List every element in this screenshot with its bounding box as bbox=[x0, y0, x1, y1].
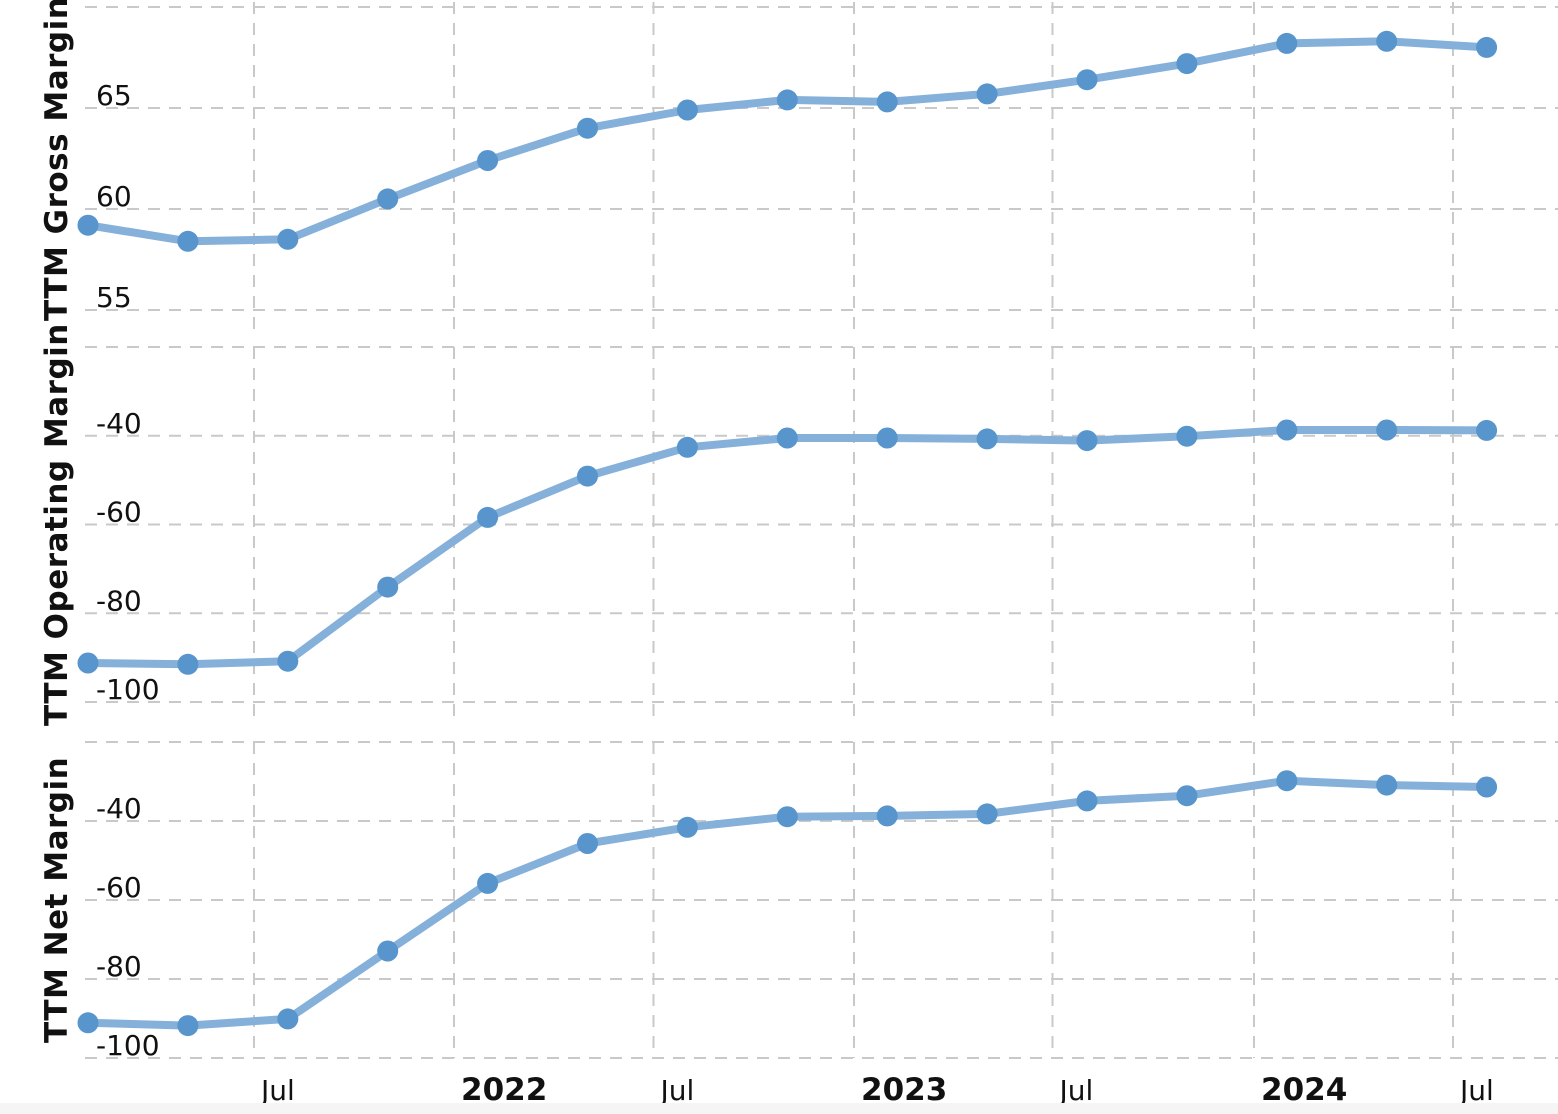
data-point bbox=[577, 117, 598, 139]
x-tick-label: Jul bbox=[259, 1074, 295, 1107]
data-point bbox=[77, 1012, 99, 1034]
x-tick-label: 2024 bbox=[1261, 1072, 1347, 1108]
data-point bbox=[1276, 419, 1298, 441]
data-point bbox=[1076, 69, 1098, 91]
data-point bbox=[1176, 53, 1198, 75]
page-background-strip bbox=[0, 1103, 1558, 1114]
data-point bbox=[77, 652, 99, 674]
data-point bbox=[776, 427, 798, 449]
data-point bbox=[1276, 32, 1298, 54]
series-line bbox=[84, 37, 1491, 246]
y-tick-label: -60 bbox=[96, 496, 142, 529]
data-point bbox=[77, 214, 99, 236]
data-point bbox=[1076, 430, 1098, 452]
series-line bbox=[84, 426, 1491, 669]
x-tick-label: Jul bbox=[1458, 1074, 1494, 1107]
data-point bbox=[776, 806, 798, 828]
data-point bbox=[976, 803, 998, 825]
data-point bbox=[177, 230, 199, 252]
data-point bbox=[976, 428, 998, 450]
y-tick-label: -40 bbox=[96, 792, 142, 825]
data-point bbox=[177, 1015, 199, 1037]
y-tick-label: 65 bbox=[96, 79, 132, 112]
data-point bbox=[1476, 419, 1498, 441]
data-point bbox=[377, 188, 399, 210]
y-axis-title-gross-margin: TTM Gross Margin bbox=[39, 0, 75, 321]
y-tick-label: 55 bbox=[96, 281, 132, 314]
data-point bbox=[577, 465, 598, 487]
y-axis-title-operating-margin: TTM Operating Margin bbox=[39, 323, 75, 726]
y-tick-label: -100 bbox=[96, 673, 160, 706]
x-tick-label: Jul bbox=[659, 1074, 695, 1107]
data-point bbox=[177, 653, 199, 675]
x-tick-label: 2023 bbox=[861, 1072, 947, 1108]
data-point bbox=[377, 576, 399, 598]
data-point bbox=[1476, 36, 1498, 58]
x-tick-label: Jul bbox=[1058, 1074, 1094, 1107]
data-point bbox=[676, 816, 698, 838]
data-point bbox=[1376, 30, 1398, 52]
data-point bbox=[577, 833, 598, 854]
y-tick-label: -40 bbox=[96, 407, 142, 440]
x-tick-label: 2022 bbox=[461, 1072, 547, 1108]
data-point bbox=[1076, 790, 1098, 812]
data-point bbox=[1276, 770, 1298, 792]
y-tick-label: -60 bbox=[96, 871, 142, 904]
y-tick-label: -80 bbox=[96, 584, 142, 617]
data-point bbox=[477, 872, 499, 894]
data-point bbox=[676, 99, 698, 121]
data-point bbox=[976, 83, 998, 105]
y-tick-label: -80 bbox=[96, 950, 142, 983]
data-point bbox=[477, 150, 499, 171]
y-tick-label: 60 bbox=[96, 180, 132, 213]
data-point bbox=[876, 427, 898, 449]
data-point bbox=[1376, 774, 1398, 796]
data-point bbox=[676, 436, 698, 458]
y-tick-label: -100 bbox=[96, 1029, 160, 1062]
data-point bbox=[277, 650, 299, 672]
data-point bbox=[776, 89, 798, 111]
data-point bbox=[1376, 419, 1398, 441]
data-point bbox=[377, 940, 399, 962]
data-point bbox=[1476, 776, 1498, 798]
data-point bbox=[876, 91, 898, 113]
data-point bbox=[1176, 785, 1198, 807]
data-point bbox=[477, 506, 499, 528]
data-point bbox=[277, 1008, 299, 1030]
data-point bbox=[1176, 425, 1198, 447]
y-axis-title-net-margin: TTM Net Margin bbox=[39, 756, 75, 1044]
data-point bbox=[876, 805, 898, 827]
data-point bbox=[277, 228, 299, 250]
